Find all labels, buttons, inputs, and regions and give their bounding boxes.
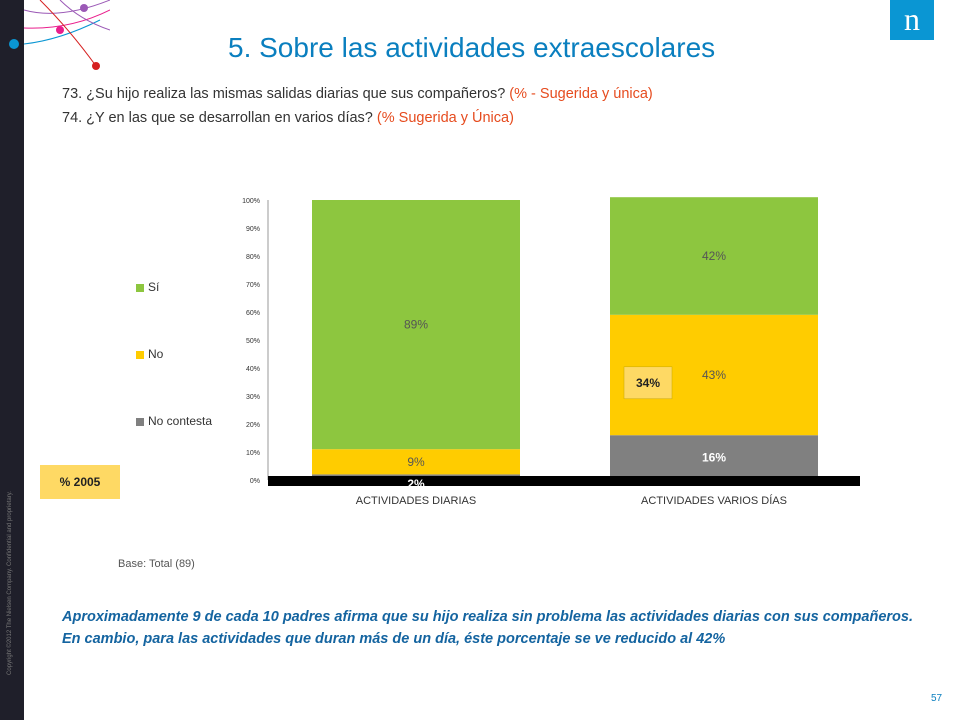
legend-swatch-si (136, 283, 144, 292)
nielsen-logo: n (890, 0, 934, 40)
y-tick-label: 70% (246, 282, 260, 289)
left-sidebar-strip (0, 0, 24, 720)
y-tick-label: 10% (246, 450, 260, 457)
bar-segment-sí (312, 200, 520, 450)
data-label: 9% (407, 455, 425, 469)
page-title: 5. Sobre las actividades extraescolares (228, 32, 716, 63)
y-tick-label: 80% (246, 254, 260, 261)
question-74-tag: (% Sugerida y Única) (376, 110, 514, 126)
legend-label-no: No (148, 347, 164, 361)
y-tick-label: 100% (242, 198, 260, 205)
data-label: 2% (407, 477, 425, 491)
x-axis-baseline (268, 476, 860, 486)
y-tick-label: 30% (246, 394, 260, 401)
legend-label-si: Sí (148, 280, 160, 294)
question-73-tag: (% - Sugerida y única) (509, 86, 653, 102)
legend-item-si: Sí (136, 280, 159, 294)
question-74: 74. ¿Y en las que se desarrollan en vari… (62, 110, 514, 126)
legend-item-no-contesta: No contesta (136, 414, 212, 428)
legend-swatch-no-contesta (136, 417, 144, 426)
y-tick-label: 0% (250, 478, 260, 485)
data-label: 89% (404, 318, 428, 332)
y-tick-label: 50% (246, 338, 260, 345)
y-tick-label: 20% (246, 422, 260, 429)
comparison-2005-box (623, 366, 673, 400)
data-label: 16% (702, 451, 726, 465)
comparison-2005-value: 34% (636, 376, 660, 390)
legend-swatch-no (136, 350, 144, 359)
page-number: 57 (931, 693, 943, 704)
bar-segment-no-contesta (610, 435, 818, 480)
question-73-text: 73. ¿Su hijo realiza las mismas salidas … (62, 86, 506, 102)
data-label: 43% (702, 368, 726, 382)
bar-segment-sí (610, 197, 818, 315)
decorative-lines-graphic (9, 0, 110, 70)
legend-item-no: No (136, 347, 163, 361)
note-2005-label: % 2005 (40, 465, 120, 499)
base-note: Base: Total (89) (118, 558, 195, 570)
x-category-label: ACTIVIDADES VARIOS DÍAS (641, 494, 787, 507)
question-73: 73. ¿Su hijo realiza las mismas salidas … (62, 86, 653, 102)
x-category-label: ACTIVIDADES DIARIAS (356, 495, 476, 507)
bar-segment-no (312, 449, 520, 475)
data-label: 42% (702, 249, 726, 263)
y-tick-label: 90% (246, 226, 260, 233)
y-tick-label: 40% (246, 366, 260, 373)
y-tick-label: 60% (246, 310, 260, 317)
conclusion-text: Aproximadamente 9 de cada 10 padres afir… (62, 609, 913, 647)
question-74-text: 74. ¿Y en las que se desarrollan en vari… (62, 110, 373, 126)
legend-label-no-contesta: No contesta (148, 414, 213, 428)
